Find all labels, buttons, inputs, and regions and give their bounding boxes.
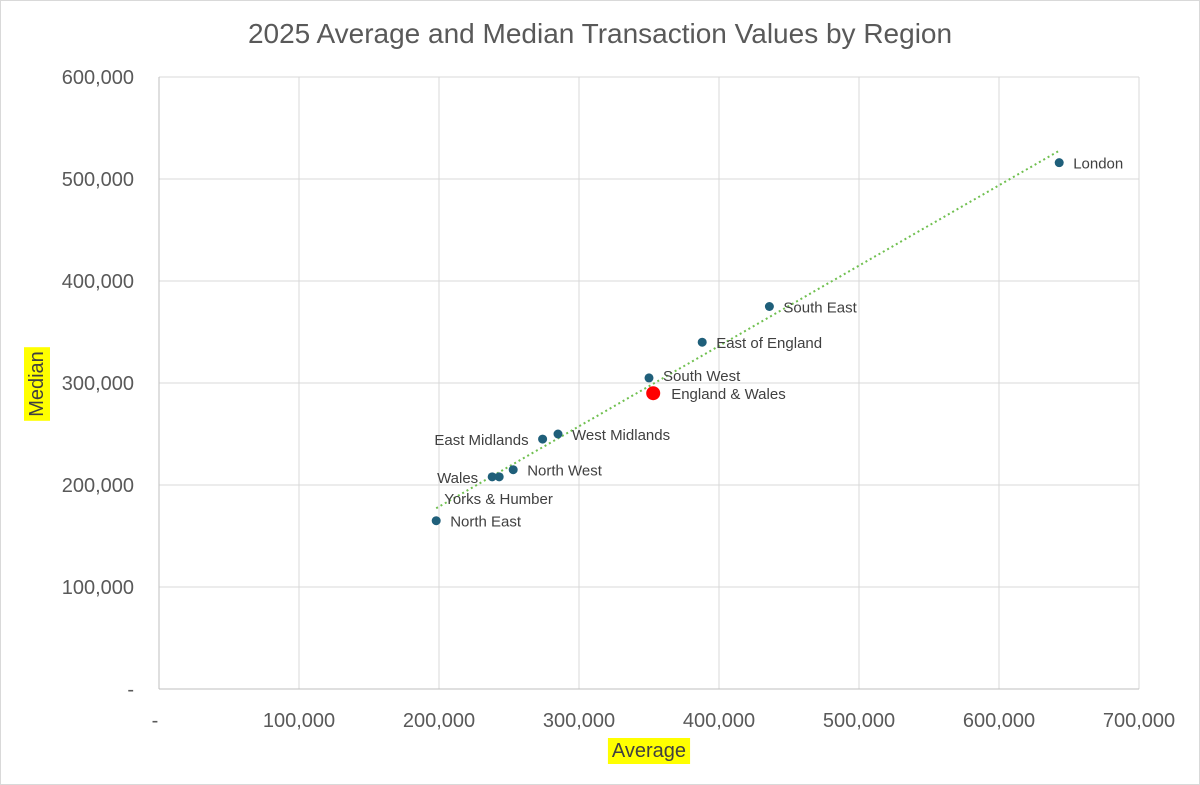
- x-axis-title-group: Average: [607, 738, 691, 764]
- x-tick-label: 700,000: [1103, 710, 1175, 732]
- point-labels: London South East East of England South Wes…: [434, 156, 1123, 531]
- point-label: Wales: [437, 470, 478, 487]
- data-points: [431, 158, 1064, 526]
- y-tick-label: 200,000: [62, 475, 134, 497]
- point-label: East Midlands: [434, 432, 528, 449]
- y-tick-label: 600,000: [62, 67, 134, 89]
- x-tick-label: 400,000: [683, 710, 755, 732]
- y-tick-label: 500,000: [62, 169, 134, 191]
- x-axis-title: Average: [612, 740, 686, 762]
- y-axis-title-highlight: [24, 347, 50, 421]
- y-tick-label: 400,000: [62, 271, 134, 293]
- y-axis-ticks: - 100,000 200,000 300,000 400,000 500,000 600,…: [62, 67, 134, 701]
- point-label: England & Wales: [671, 386, 786, 403]
- data-point: [494, 472, 504, 482]
- point-label: South West: [663, 368, 741, 385]
- x-tick-label: 300,000: [543, 710, 615, 732]
- y-tick-label: -: [127, 679, 134, 701]
- x-tick-label: 100,000: [263, 710, 335, 732]
- gridlines: [158, 76, 1140, 690]
- point-label: West Midlands: [572, 427, 670, 444]
- data-point: [553, 429, 563, 439]
- data-point: [487, 472, 497, 482]
- x-tick-label: 600,000: [963, 710, 1035, 732]
- data-point: [508, 465, 518, 475]
- x-tick-label: 500,000: [823, 710, 895, 732]
- x-tick-label: 200,000: [403, 710, 475, 732]
- y-axis-title-group: Median: [24, 347, 50, 421]
- y-tick-label: 100,000: [62, 577, 134, 599]
- data-point: [538, 434, 548, 444]
- point-label: North West: [527, 463, 603, 480]
- x-tick-label: -: [152, 710, 159, 732]
- x-axis-ticks: - 100,000 200,000 300,000 400,000 500,000 600,…: [152, 710, 1175, 732]
- data-point: [644, 373, 654, 383]
- data-point: [697, 337, 707, 347]
- point-label: South East: [783, 300, 857, 317]
- point-label: North East: [450, 514, 522, 531]
- point-label: East of England: [716, 335, 822, 352]
- y-tick-label: 300,000: [62, 373, 134, 395]
- highlight-point: [646, 386, 661, 401]
- data-point: [431, 516, 441, 526]
- data-point: [1054, 158, 1064, 168]
- data-point: [764, 302, 774, 311]
- point-label: Yorks & Humber: [444, 491, 553, 508]
- chart-title: 2025 Average and Median Transaction Valu…: [248, 18, 952, 49]
- x-axis-title-highlight: [607, 738, 691, 764]
- trendline: [435, 149, 1062, 510]
- y-axis-title: Median: [26, 351, 48, 417]
- point-label: London: [1073, 156, 1123, 173]
